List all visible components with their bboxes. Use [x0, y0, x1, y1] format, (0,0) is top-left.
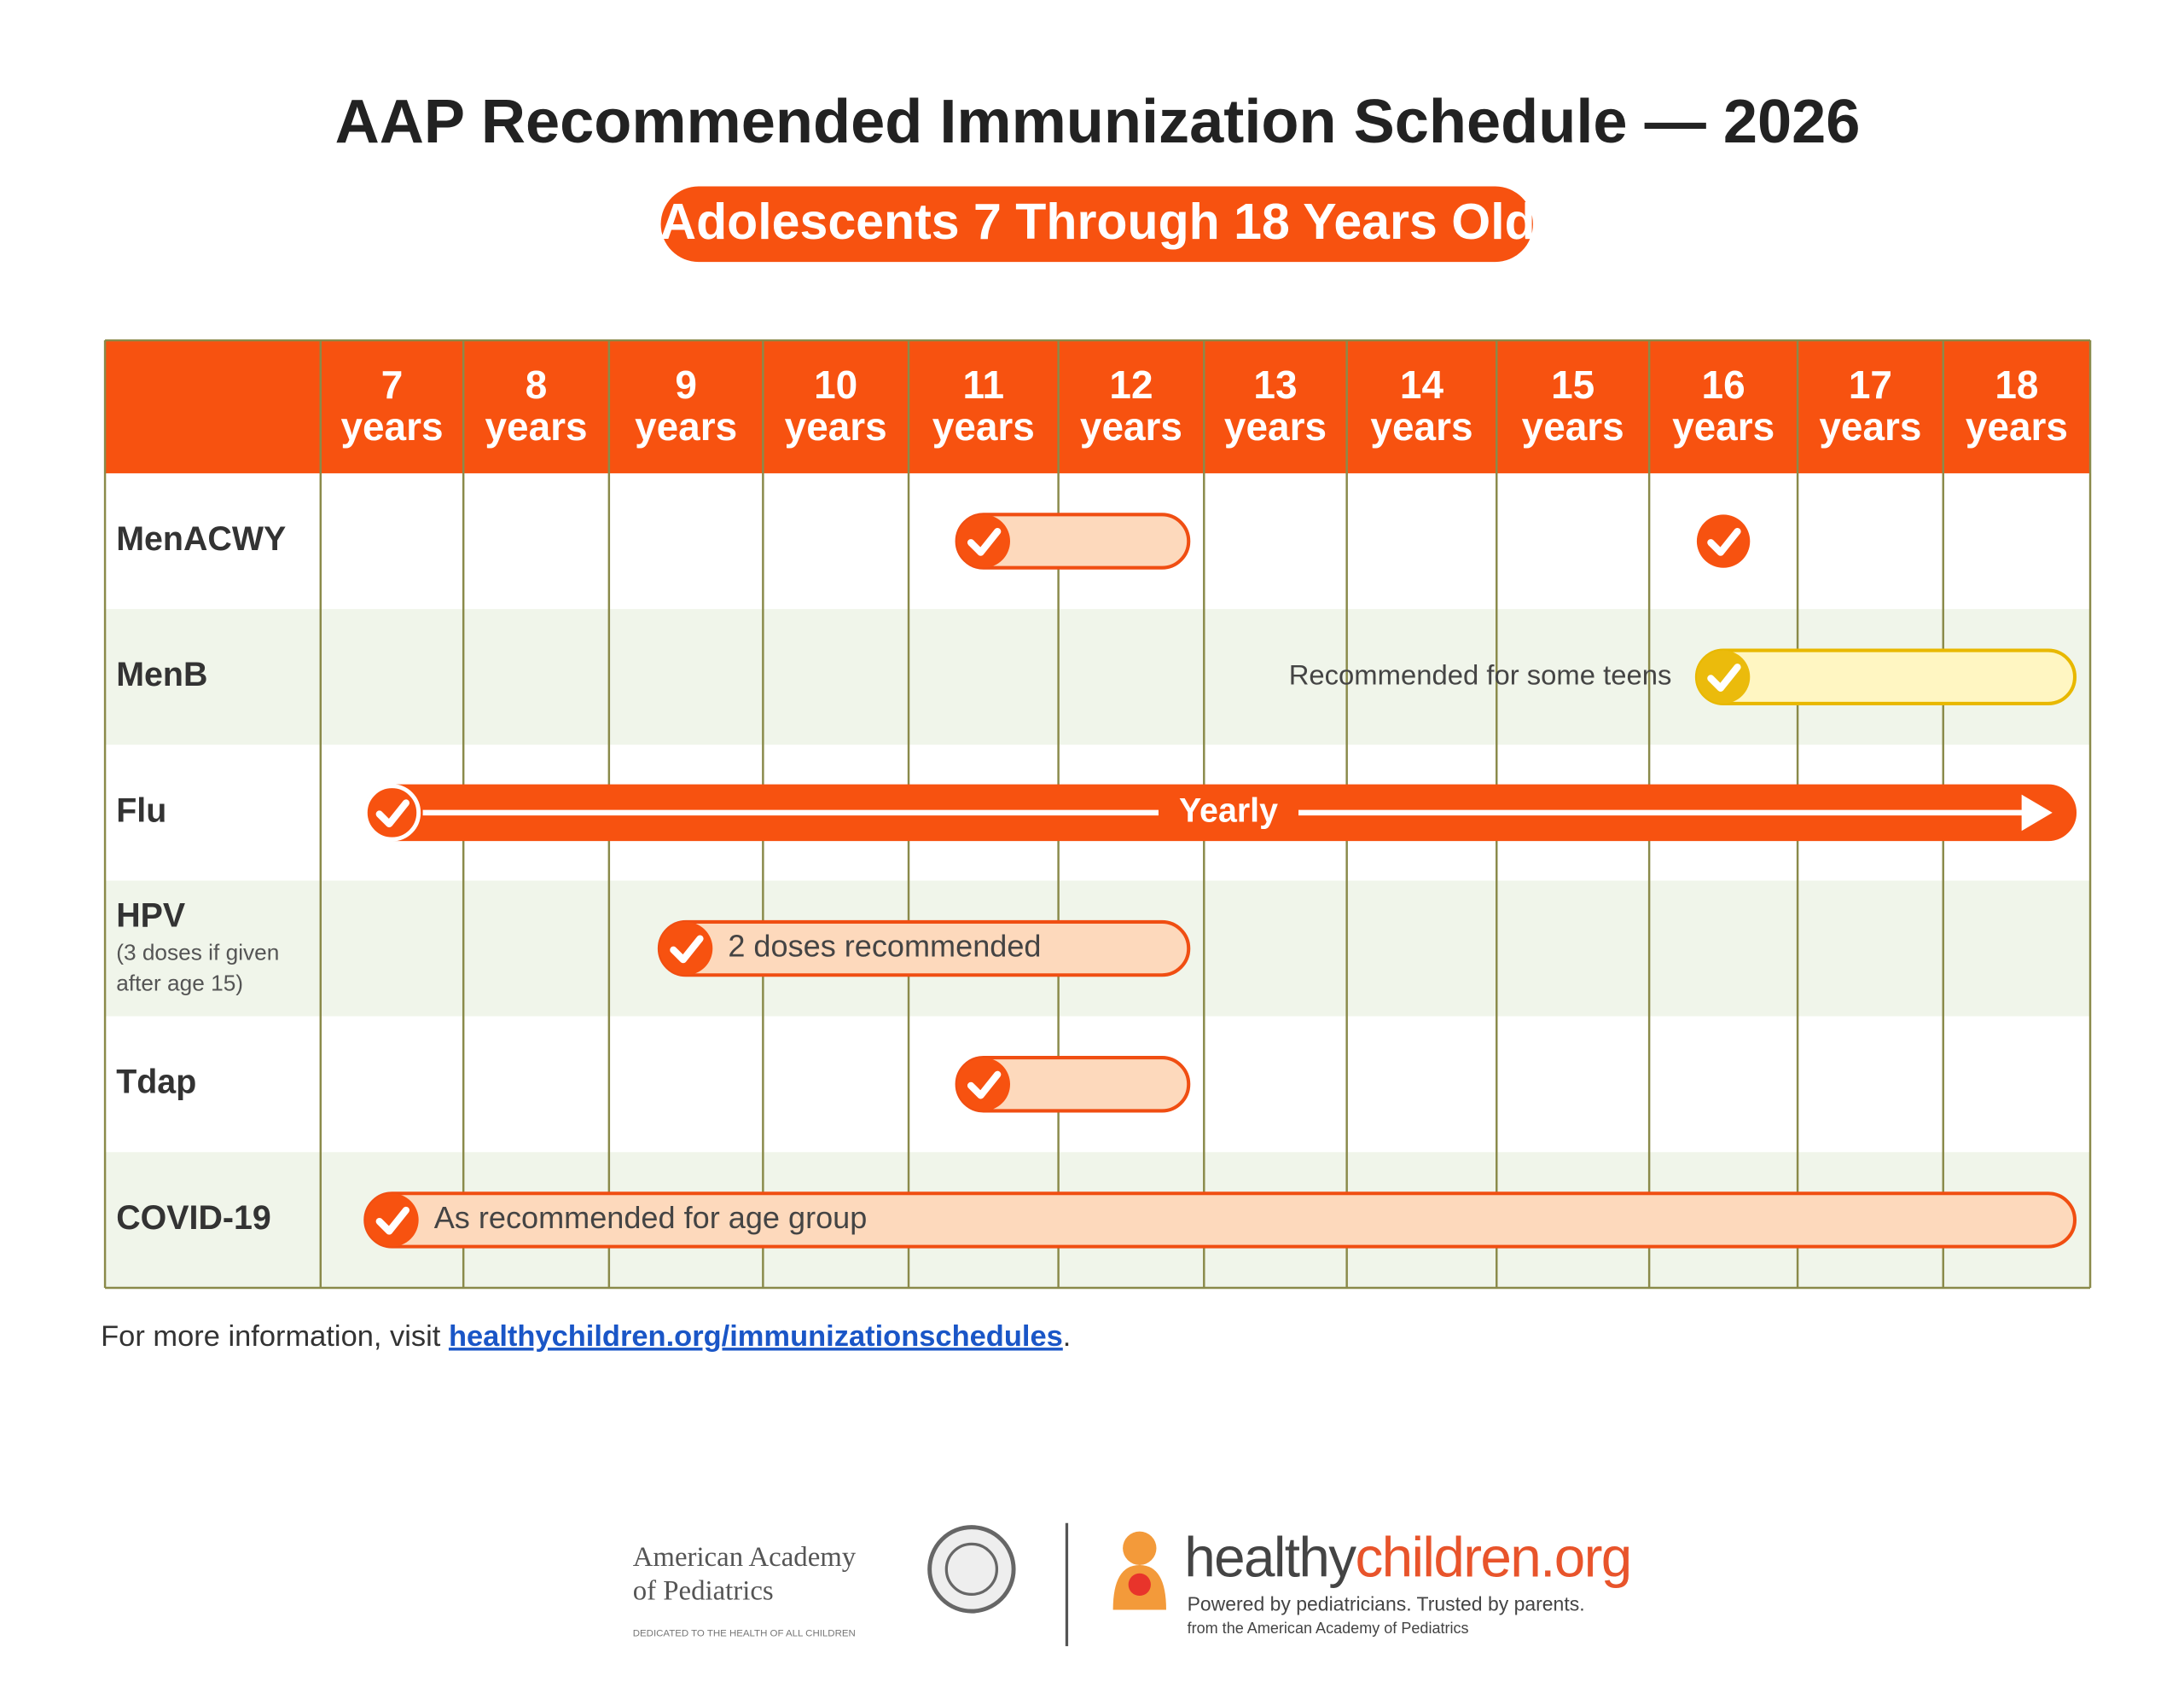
age-number: 9 [675, 362, 697, 407]
title: AAP Recommended Immunization Schedule — … [335, 88, 1861, 156]
check-mark [375, 799, 410, 828]
aap-name: of Pediatrics [633, 1575, 774, 1606]
side-note: Recommended for some teens [1289, 658, 1672, 690]
check-dot [956, 1058, 1010, 1111]
footer-text: For more information, visit healthychild… [101, 1320, 1071, 1353]
hc-icon-head [1123, 1531, 1157, 1565]
age-unit: years [1370, 404, 1472, 449]
vaccine-note: (3 doses if given [116, 940, 279, 965]
aap-seal [927, 1525, 1016, 1614]
aap-name: American Academy [633, 1542, 857, 1573]
check-dot [363, 784, 421, 842]
check-mark [967, 1070, 1002, 1099]
schedule-bar [1694, 648, 2077, 705]
subtitle: Adolescents 7 Through 18 Years Old [659, 194, 1535, 250]
age-number: 12 [1109, 362, 1153, 407]
subtitle-pill [660, 186, 1533, 263]
age-number: 7 [381, 362, 404, 407]
age-unit: years [1672, 404, 1774, 449]
age-unit: years [932, 404, 1035, 449]
hc-logo: healthychildren.org Powered by pediatric… [1112, 1527, 1632, 1637]
table: 7years8years9years10years11years12years1… [103, 339, 2092, 1290]
vaccine-note: after age 15) [116, 971, 243, 996]
vaccine-name: Flu [116, 791, 166, 829]
age-unit: years [1080, 404, 1182, 449]
vaccine-name: MenACWY [116, 520, 286, 558]
bar-label: Yearly [1179, 791, 1278, 829]
hc-from: from the American Academy of Pediatrics [1188, 1620, 1469, 1637]
age-unit: years [1966, 404, 2068, 449]
vaccine-name: HPV [116, 896, 185, 934]
age-number: 8 [526, 362, 548, 407]
check-mark [1707, 527, 1741, 556]
footer-end: . [1063, 1320, 1072, 1353]
check-mark [967, 527, 1002, 556]
bar-label: As recommended for age group [434, 1200, 868, 1235]
vaccine-name: COVID-19 [116, 1199, 271, 1237]
hc-icon-child [1128, 1573, 1151, 1597]
check-mark [670, 935, 704, 964]
check-mark [1707, 664, 1741, 692]
hc-a: healthy [1184, 1527, 1356, 1589]
age-unit: years [1819, 404, 1921, 449]
aap-seal-inner [944, 1542, 999, 1597]
age-number: 17 [1849, 362, 1892, 407]
check-dot [956, 514, 1010, 568]
age-number: 16 [1702, 362, 1745, 407]
footer-link[interactable]: healthychildren.org/immunizationschedule… [449, 1320, 1063, 1353]
hc-wordmark: healthychildren.org [1184, 1527, 1630, 1589]
footer-lead: For more information, visit [101, 1320, 449, 1353]
age-number: 15 [1551, 362, 1594, 407]
vaccine-name: MenB [116, 656, 207, 693]
check-dot [659, 921, 713, 976]
age-number: 13 [1253, 362, 1297, 407]
age-unit: years [340, 404, 443, 449]
aap-logo: American Academy of Pediatrics DEDICATED… [633, 1522, 1069, 1647]
check-dot [1696, 514, 1751, 568]
age-number: 14 [1400, 362, 1444, 407]
age-number: 10 [814, 362, 857, 407]
hc-b: children.org [1355, 1527, 1630, 1589]
aap-tagline: DEDICATED TO THE HEALTH OF ALL CHILDREN [633, 1628, 856, 1638]
bar-label: 2 doses recommended [728, 929, 1041, 964]
arrow-head [2021, 794, 2053, 832]
vaccine-name: Tdap [116, 1064, 196, 1101]
check-mark [375, 1206, 410, 1235]
age-number: 11 [963, 362, 1005, 407]
age-unit: years [485, 404, 587, 449]
header-bg [105, 340, 2091, 473]
check-dot [365, 1193, 419, 1247]
hc-tagline: Powered by pediatricians. Trusted by par… [1188, 1593, 1585, 1615]
age-unit: years [1224, 404, 1327, 449]
age-unit: years [635, 404, 737, 449]
check-dot [1696, 650, 1751, 704]
age-unit: years [1522, 404, 1624, 449]
age-unit: years [785, 404, 887, 449]
age-number: 18 [1995, 362, 2038, 407]
